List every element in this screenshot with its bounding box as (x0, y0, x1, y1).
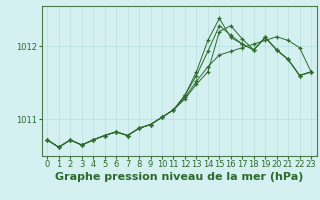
X-axis label: Graphe pression niveau de la mer (hPa): Graphe pression niveau de la mer (hPa) (55, 172, 303, 182)
